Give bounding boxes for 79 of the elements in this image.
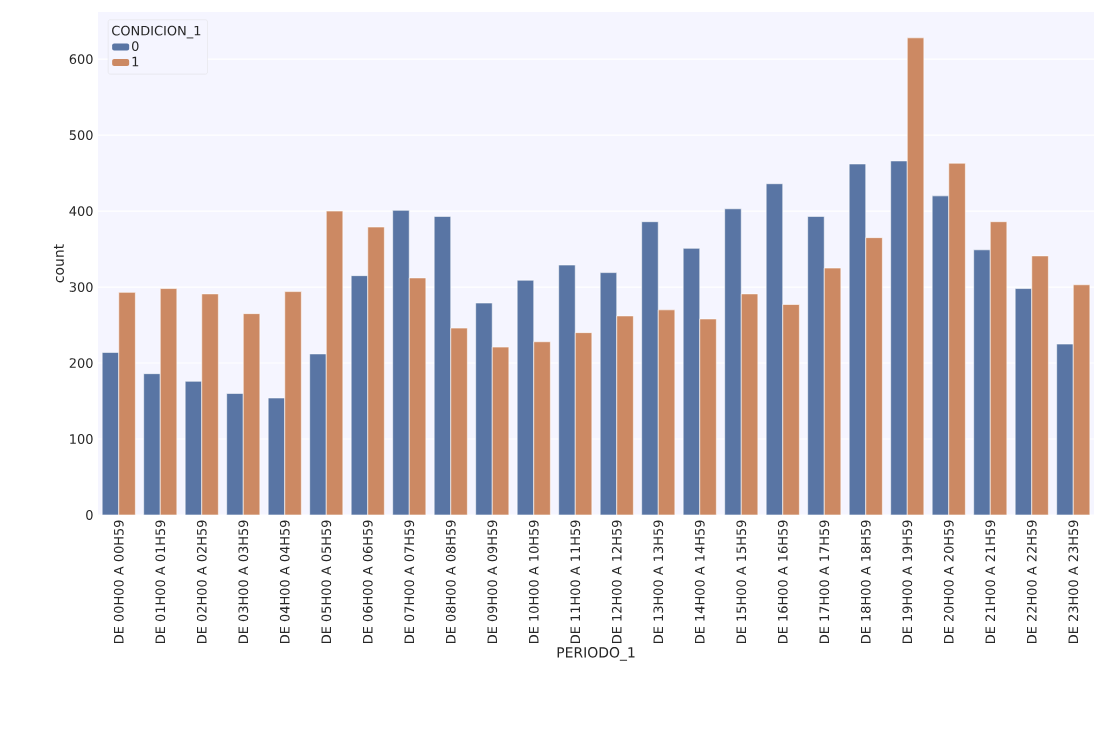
y-tick-label: 300 xyxy=(69,282,93,292)
bar xyxy=(243,313,260,515)
bar xyxy=(699,318,717,515)
bar xyxy=(683,248,700,515)
bar xyxy=(600,272,617,515)
x-tick-label: DE 17H00 A 17H59 xyxy=(819,520,830,643)
bar xyxy=(284,291,302,515)
bar xyxy=(907,37,924,515)
legend-title: CONDICION_1 xyxy=(112,25,201,39)
x-tick-label: DE 14H00 A 14H59 xyxy=(694,520,705,643)
x-axis-title: PERIODO_1 xyxy=(557,647,635,661)
x-tick-label: DE 19H00 A 19H59 xyxy=(902,520,913,643)
x-tick-label: DE 11H00 A 11H59 xyxy=(570,520,581,643)
bar xyxy=(1072,284,1091,515)
bar xyxy=(517,280,534,515)
bar xyxy=(948,163,966,515)
x-tick-label: DE 23H00 A 23H59 xyxy=(1068,520,1079,643)
y-axis-title: count xyxy=(53,244,64,283)
bar xyxy=(575,332,592,515)
legend-label: 0 xyxy=(132,41,139,52)
x-tick-label: DE 22H00 A 22H59 xyxy=(1026,520,1037,643)
bar xyxy=(865,237,883,515)
bar xyxy=(1056,343,1074,515)
bar xyxy=(766,183,783,515)
y-tick-label: 500 xyxy=(69,130,93,140)
bar xyxy=(724,208,742,515)
bar xyxy=(367,227,385,515)
y-tick-label: 0 xyxy=(86,510,93,520)
bar xyxy=(849,163,866,515)
bar xyxy=(932,195,949,515)
bar xyxy=(824,268,841,515)
x-tick-label: DE 21H00 A 21H59 xyxy=(985,520,996,643)
bar xyxy=(807,216,825,515)
x-tick-label: DE 04H00 A 04H59 xyxy=(279,520,290,643)
y-tick-label: 200 xyxy=(69,358,93,368)
x-tick-label: DE 13H00 A 13H59 xyxy=(653,520,664,643)
x-tick-label: DE 15H00 A 15H59 xyxy=(736,520,747,643)
y-tick-label: 400 xyxy=(69,206,93,216)
bar xyxy=(616,315,634,515)
bar xyxy=(1015,288,1032,515)
y-tick-label: 600 xyxy=(69,54,93,64)
bar xyxy=(351,275,368,515)
x-tick-label: DE 12H00 A 12H59 xyxy=(611,520,622,643)
x-tick-label: DE 10H00 A 10H59 xyxy=(528,520,539,643)
x-tick-label: DE 02H00 A 02H59 xyxy=(196,520,207,643)
bar xyxy=(409,277,426,515)
bar xyxy=(160,288,177,515)
y-tick-label: 100 xyxy=(70,434,93,444)
bar xyxy=(475,302,493,515)
bar xyxy=(1031,255,1049,515)
bar xyxy=(201,293,219,515)
x-tick-label: DE 03H00 A 03H59 xyxy=(238,520,249,643)
bar xyxy=(658,309,675,515)
x-tick-label: DE 01H00 A 01H59 xyxy=(155,520,166,643)
bar xyxy=(990,221,1007,515)
bar xyxy=(434,216,451,515)
bar xyxy=(226,393,244,515)
bar xyxy=(143,373,161,515)
x-tick-label: DE 18H00 A 18H59 xyxy=(860,520,871,643)
x-tick-label: DE 08H00 A 08H59 xyxy=(445,520,456,643)
bar xyxy=(558,265,576,515)
bar xyxy=(118,292,136,515)
x-tick-label: DE 20H00 A 20H59 xyxy=(943,520,954,643)
bar xyxy=(326,211,343,515)
bar xyxy=(309,353,327,515)
x-tick-label: DE 06H00 A 06H59 xyxy=(362,520,373,643)
x-tick-label: DE 00H00 A 00H59 xyxy=(113,520,124,643)
x-tick-label: DE 07H00 A 07H59 xyxy=(404,520,415,643)
bar xyxy=(973,249,991,515)
bar xyxy=(392,210,410,515)
x-tick-label: DE 09H00 A 09H59 xyxy=(487,520,498,643)
bar xyxy=(533,341,551,515)
legend-label: 1 xyxy=(132,56,139,67)
bar xyxy=(450,328,468,515)
x-tick-label: DE 05H00 A 05H59 xyxy=(321,520,332,643)
bar xyxy=(782,304,800,515)
bar xyxy=(641,221,659,515)
bar xyxy=(890,160,908,515)
x-tick-label: DE 16H00 A 16H59 xyxy=(777,520,788,643)
